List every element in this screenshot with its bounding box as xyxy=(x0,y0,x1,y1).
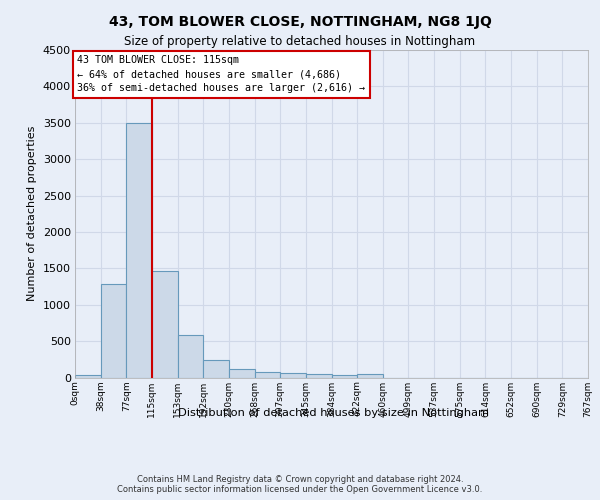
Bar xyxy=(254,372,280,378)
Text: 43 TOM BLOWER CLOSE: 115sqm
← 64% of detached houses are smaller (4,686)
36% of : 43 TOM BLOWER CLOSE: 115sqm ← 64% of det… xyxy=(77,55,365,93)
Bar xyxy=(203,360,229,378)
Y-axis label: Number of detached properties: Number of detached properties xyxy=(27,126,37,302)
Text: Distribution of detached houses by size in Nottingham: Distribution of detached houses by size … xyxy=(178,408,488,418)
Bar xyxy=(178,336,203,378)
Bar xyxy=(331,376,357,378)
Bar xyxy=(229,370,254,378)
Bar xyxy=(127,123,152,378)
Text: Contains HM Land Registry data © Crown copyright and database right 2024.
Contai: Contains HM Land Registry data © Crown c… xyxy=(118,474,482,494)
Bar xyxy=(357,374,383,378)
Bar xyxy=(75,374,101,378)
Text: 43, TOM BLOWER CLOSE, NOTTINGHAM, NG8 1JQ: 43, TOM BLOWER CLOSE, NOTTINGHAM, NG8 1J… xyxy=(109,15,491,29)
Bar xyxy=(280,374,306,378)
Bar xyxy=(152,271,178,378)
Bar xyxy=(101,284,127,378)
Bar xyxy=(306,374,331,378)
Text: Size of property relative to detached houses in Nottingham: Size of property relative to detached ho… xyxy=(124,35,476,48)
